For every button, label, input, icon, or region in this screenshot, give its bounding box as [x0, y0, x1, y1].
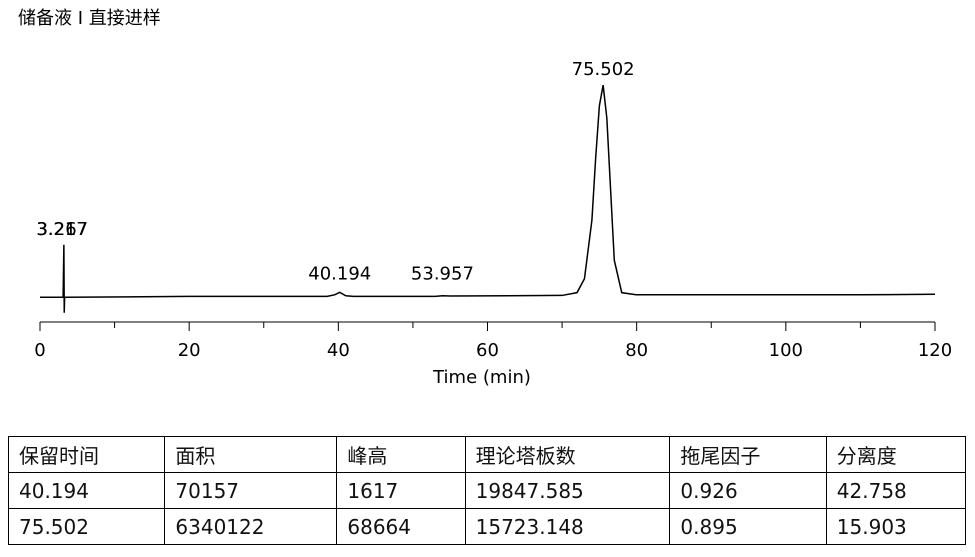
trace [40, 84, 936, 313]
table-cell: 峰高 [336, 436, 466, 473]
x-tick-label: 20 [178, 340, 201, 361]
chart-title: 储备液 I 直接进样 [18, 8, 161, 29]
table-cell: 70157 [164, 472, 338, 509]
table-cell: 0.926 [669, 472, 827, 509]
x-tick-label: 60 [476, 340, 499, 361]
table-cell: 理论塔板数 [464, 436, 671, 473]
table-row: 75.502 6340122 68664 15723.148 0.895 15.903 [7, 508, 967, 545]
peak-label: 3.217 [36, 219, 88, 240]
table-row: 保留时间 面积 峰高 理论塔板数 拖尾因子 分离度 [7, 436, 967, 473]
table-cell: 15.903 [825, 508, 967, 545]
table-cell: 75.502 [7, 508, 166, 545]
table-cell: 拖尾因子 [669, 436, 827, 473]
table-cell: 6340122 [164, 508, 338, 545]
table-cell: 42.758 [825, 472, 967, 509]
peak-label: 53.957 [411, 263, 474, 284]
table-cell: 15723.148 [464, 508, 671, 545]
table-body: 保留时间 面积 峰高 理论塔板数 拖尾因子 分离度 40.194 70157 1617 19847… [7, 436, 967, 545]
x-tick-label: 80 [625, 340, 648, 361]
x-tick-label: 100 [769, 340, 803, 361]
table-cell: 0.895 [669, 508, 827, 545]
results-table: 保留时间 面积 峰高 理论塔板数 拖尾因子 分离度 40.194 70157 1617 19847… [7, 436, 967, 545]
x-tick-label: 40 [327, 340, 350, 361]
table-cell: 19847.585 [464, 472, 671, 509]
x-tick-label: 120 [918, 340, 952, 361]
x-tick-label: 0 [34, 340, 45, 361]
x-axis-label: Time (min) [432, 367, 531, 388]
peak-label: 40.194 [308, 263, 371, 284]
table-cell: 40.194 [7, 472, 166, 509]
table-cell: 68664 [336, 508, 466, 545]
table-cell: 分离度 [825, 436, 967, 473]
peak-label: 75.502 [572, 59, 635, 80]
chart: 储备液 I 直接进样 Time (min) 0 20 40 60 80 100 120 3.2… [18, 8, 952, 388]
peak-label: 3.267 [37, 219, 89, 240]
table-cell: 1617 [336, 472, 466, 509]
table-row: 40.194 70157 1617 19847.585 0.926 42.758 [7, 472, 967, 509]
table-cell: 保留时间 [7, 436, 166, 473]
table-cell: 面积 [164, 436, 338, 473]
